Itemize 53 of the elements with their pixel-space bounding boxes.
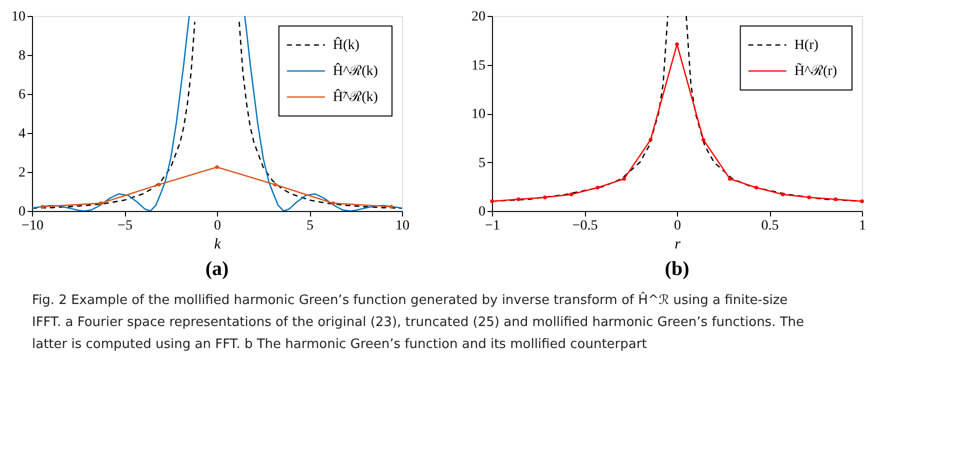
text: (a) — [205, 258, 229, 280]
point — [331, 201, 336, 206]
point — [516, 197, 520, 202]
x-tick-label: −10 — [22, 218, 44, 234]
point — [273, 182, 277, 187]
legend-label: H̃^ℛ(r) — [794, 62, 838, 79]
y-tick-label: 2 — [18, 166, 26, 180]
x-axis-title: k — [214, 236, 222, 252]
y-tick-label: 15 — [472, 58, 486, 74]
x-tick-label: 5 — [306, 218, 314, 234]
x-tick-label: 0.5 — [761, 218, 779, 234]
x-tick-label: 0 — [674, 218, 681, 234]
x-tick-label: 0 — [214, 218, 221, 234]
point — [389, 204, 394, 209]
x-axis-title: r — [674, 236, 681, 252]
point — [860, 199, 864, 204]
point — [490, 199, 494, 204]
point — [780, 192, 785, 196]
x-tick-label: −5 — [118, 218, 132, 234]
point — [622, 176, 626, 181]
y-tick-label: 4 — [18, 126, 26, 142]
x-tick-label: −0.5 — [572, 218, 598, 234]
point — [807, 195, 811, 200]
x-tick-label: 1 — [859, 218, 866, 234]
legend-label: Ĥ(k) — [332, 36, 360, 53]
point — [215, 165, 219, 169]
point — [40, 204, 45, 209]
y-tick-label: 10 — [472, 107, 486, 122]
caption: Fig. 2 Example of the mollified harmonic Green’s function generated by inverse transform of Ĥ^ℛ using a finite-size IFFT. a Fourier space representations of the original (23), truncated (25) and mollified harmonic Green’s functions. The latter is computed using an FFT. b The harmonic Green’s function and its mollified counterpart — [32, 291, 804, 352]
point — [834, 197, 838, 202]
point — [543, 195, 547, 200]
x-tick-label: 10 — [396, 218, 410, 234]
legend-label: Ĥ^ℛ(k) — [332, 62, 378, 79]
point — [675, 42, 679, 46]
legend-label: H(r) — [794, 38, 819, 53]
point — [98, 201, 103, 206]
y-tick-label: 6 — [18, 88, 26, 102]
point — [596, 186, 600, 190]
y-tick-label: 10 — [12, 10, 26, 24]
y-tick-label: 5 — [478, 156, 486, 171]
x-tick-label: −1 — [485, 218, 500, 234]
text: (b) — [664, 258, 690, 280]
point — [648, 138, 652, 142]
y-tick-label: 0 — [478, 204, 486, 220]
legend-label: Ĥ̃^ℛ(k) — [332, 88, 378, 105]
point — [728, 176, 732, 181]
point — [569, 192, 574, 196]
y-tick-label: 20 — [472, 10, 486, 24]
point — [157, 182, 161, 187]
y-tick-label: 0 — [18, 204, 26, 220]
y-tick-label: 8 — [18, 48, 26, 64]
point — [754, 186, 758, 190]
point — [702, 138, 706, 142]
